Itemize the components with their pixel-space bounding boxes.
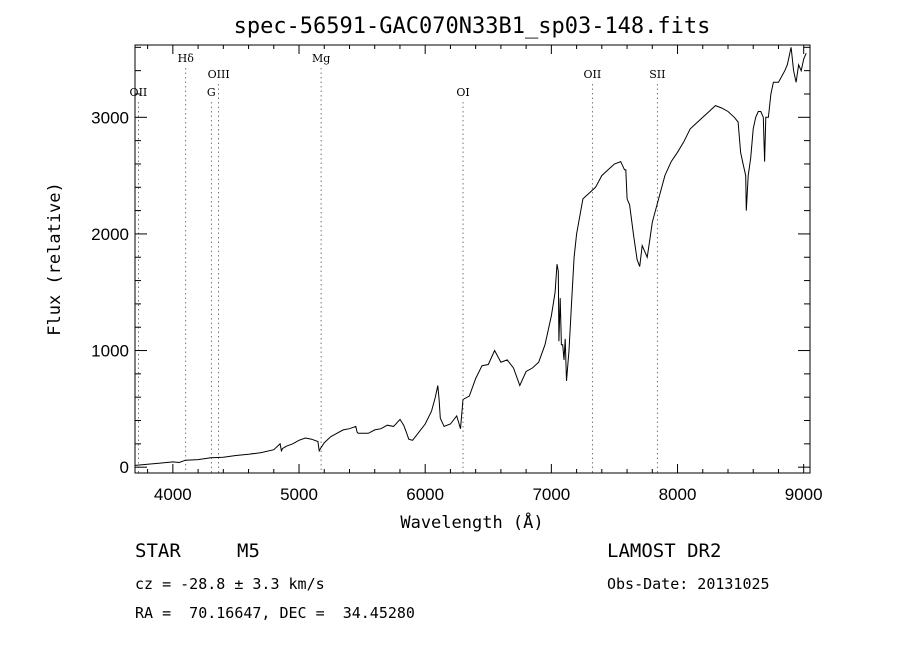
y-tick-label: 2000 xyxy=(91,225,129,244)
line-marker-label: Hδ xyxy=(178,52,195,65)
x-tick-label: 4000 xyxy=(154,485,192,504)
obs-date: Obs-Date: 20131025 xyxy=(607,575,770,593)
chart-title: spec-56591-GAC070N33B1_sp03-148.fits xyxy=(234,14,711,39)
x-tick-label: 6000 xyxy=(406,485,444,504)
x-tick-label: 9000 xyxy=(785,485,823,504)
x-tick-label: 8000 xyxy=(659,485,697,504)
y-tick-label: 3000 xyxy=(91,108,129,127)
object-class: STAR xyxy=(135,540,181,562)
object-subclass: M5 xyxy=(237,540,260,562)
axis-ticks xyxy=(135,45,810,473)
x-tick-label: 5000 xyxy=(280,485,318,504)
line-marker-label: G xyxy=(207,86,216,99)
redshift-cz: cz = -28.8 ± 3.3 km/s xyxy=(135,575,325,593)
survey-label: LAMOST DR2 xyxy=(607,540,722,562)
line-marker-label: OIII xyxy=(208,68,230,81)
y-axis-title: Flux (relative) xyxy=(45,182,65,336)
y-tick-label: 1000 xyxy=(91,342,129,361)
x-axis-title: Wavelength (Å) xyxy=(400,511,543,533)
line-marker-label: OI xyxy=(456,86,469,99)
line-marker-label: SII xyxy=(649,68,665,81)
spectrum-line xyxy=(134,47,807,466)
axis-tick-labels: 4000 5000 6000 7000 8000 9000 0 1000 2000 3000 xyxy=(91,108,822,504)
plot-frame xyxy=(134,44,811,474)
line-marker-label: Mg xyxy=(312,52,330,65)
line-marker-label: OII xyxy=(130,86,148,99)
coordinates: RA = 70.16647, DEC = 34.45280 xyxy=(135,604,415,622)
x-tick-label: 7000 xyxy=(532,485,570,504)
y-tick-label: 0 xyxy=(120,458,129,477)
line-marker-label: OII xyxy=(584,68,602,81)
spectral-line-markers: OII Hδ OIII G Mg OI OII SII xyxy=(130,52,665,473)
